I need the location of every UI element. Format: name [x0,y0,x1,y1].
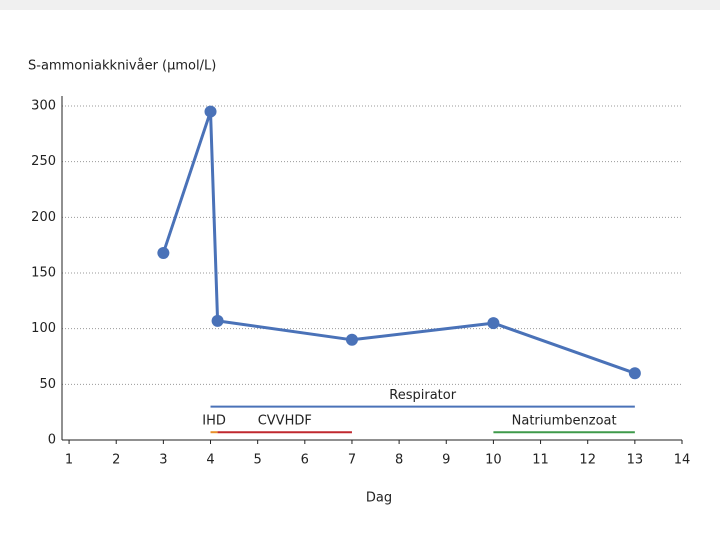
y-tick-label: 50 [39,377,56,392]
interval-label: CVVHDF [258,414,312,429]
data-point [628,367,641,380]
x-tick-label: 10 [485,453,502,468]
series-line [161,110,636,375]
x-tick-label: 4 [206,453,214,468]
panel [0,10,720,550]
x-tick-label: 3 [159,453,167,468]
x-tick-label: 5 [254,453,262,468]
interval-label: IHD [202,414,226,429]
x-tick-label: 14 [674,453,691,468]
y-tick-label: 250 [31,154,56,169]
x-tick-label: 11 [532,453,549,468]
x-tick-label: 9 [442,453,450,468]
x-tick-label: 1 [65,453,73,468]
data-point [204,105,217,118]
x-tick-label: 12 [579,453,596,468]
data-point [345,333,358,346]
x-tick-label: 2 [112,453,120,468]
data-point [211,314,224,327]
y-tick-label: 200 [31,210,56,225]
x-tick-label: 7 [348,453,356,468]
data-point [157,246,170,259]
y-tick-label: 100 [31,321,56,336]
y-tick-label: 150 [31,266,56,281]
x-tick-label: 13 [627,453,644,468]
y-tick-label: 0 [48,433,56,448]
interval-label: Natriumbenzoat [512,414,617,429]
x-tick-label: 8 [395,453,403,468]
x-axis-title: Dag [366,491,392,506]
data-point [487,317,500,330]
interval-label: Respirator [389,388,456,403]
y-tick-label: 300 [31,99,56,114]
x-tick-label: 6 [301,453,309,468]
y-axis-title: S-ammoniakknivåer (µmol/L) [28,59,216,74]
